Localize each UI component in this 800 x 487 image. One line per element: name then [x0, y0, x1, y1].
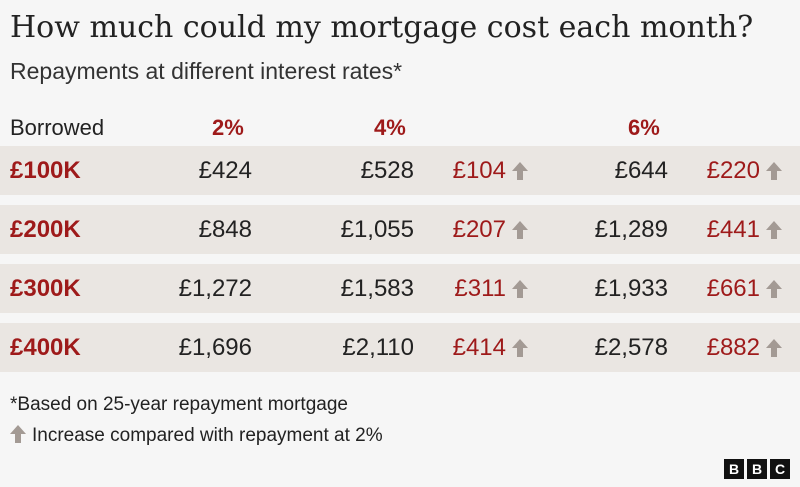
repayment-4pct: £1,583 — [340, 275, 414, 302]
repayment-2pct: £1,696 — [178, 334, 252, 361]
legend-label: Increase compared with repayment at 2% — [32, 425, 383, 446]
header-borrowed: Borrowed — [10, 115, 105, 140]
repayment-4pct: £2,110 — [342, 334, 414, 361]
up-arrow-icon — [766, 162, 782, 180]
bbc-logo-letter: C — [770, 459, 790, 479]
repayment-2pct: £1,272 — [178, 275, 252, 302]
borrowed-amount: £300K — [10, 275, 81, 302]
chart-subtitle: Repayments at different interest rates* — [10, 58, 403, 84]
repayment-4pct: £528 — [360, 157, 414, 184]
up-arrow-icon — [512, 221, 528, 239]
repayment-6pct: £644 — [614, 157, 668, 184]
bbc-logo: B B C — [724, 459, 790, 479]
increase-4pct: £311 — [454, 275, 506, 302]
up-arrow-icon — [512, 162, 528, 180]
table-row: £300K £1,272 £1,583 £311 £1,933 £661 — [0, 264, 800, 313]
increase-6pct: £220 — [706, 157, 760, 184]
up-arrow-icon — [766, 339, 782, 357]
borrowed-amount: £400K — [10, 334, 81, 361]
chart-title: How much could my mortgage cost each mon… — [10, 10, 754, 45]
increase-4pct: £414 — [452, 334, 506, 361]
mortgage-table: Borrowed 2% 4% 6% £100K £424 £528 £104 £644 £… — [0, 110, 800, 380]
table-header-row: Borrowed 2% 4% 6% — [0, 110, 800, 146]
repayment-6pct: £1,289 — [594, 216, 668, 243]
up-arrow-icon — [766, 280, 782, 298]
table-row: £200K £848 £1,055 £207 £1,289 £441 — [0, 205, 800, 254]
table-row: £100K £424 £528 £104 £644 £220 — [0, 146, 800, 195]
bbc-logo-letter: B — [724, 459, 744, 479]
legend: Increase compared with repayment at 2% — [10, 424, 383, 448]
header-rate-4: 4% — [374, 115, 406, 140]
repayment-6pct: £2,578 — [594, 334, 668, 361]
repayment-4pct: £1,055 — [340, 216, 414, 243]
repayment-6pct: £1,933 — [594, 275, 668, 302]
footnote: *Based on 25-year repayment mortgage — [10, 394, 348, 415]
up-arrow-icon — [10, 425, 26, 443]
header-rate-6: 6% — [628, 115, 660, 140]
repayment-2pct: £848 — [198, 216, 252, 243]
increase-6pct: £882 — [706, 334, 760, 361]
borrowed-amount: £200K — [10, 216, 81, 243]
table-row: £400K £1,696 £2,110 £414 £2,578 £882 — [0, 323, 800, 372]
increase-4pct: £207 — [452, 216, 506, 243]
borrowed-amount: £100K — [10, 157, 81, 184]
header-rate-2: 2% — [212, 115, 244, 140]
repayment-2pct: £424 — [198, 157, 252, 184]
up-arrow-icon — [512, 339, 528, 357]
up-arrow-icon — [766, 221, 782, 239]
up-arrow-icon — [512, 280, 528, 298]
increase-6pct: £441 — [706, 216, 760, 243]
bbc-logo-letter: B — [747, 459, 767, 479]
increase-6pct: £661 — [706, 275, 760, 302]
increase-4pct: £104 — [452, 157, 506, 184]
